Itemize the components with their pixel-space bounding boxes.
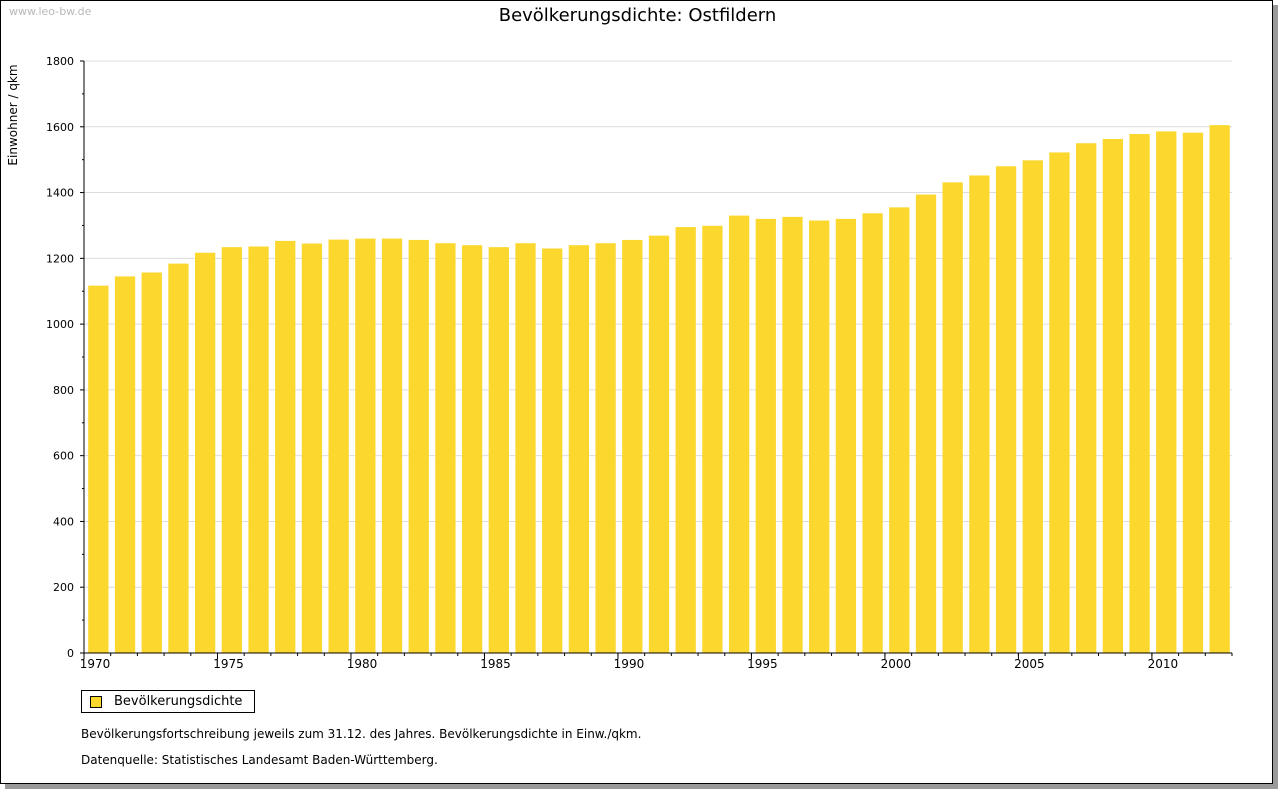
bar (408, 239, 429, 653)
footnote-source: Datenquelle: Statistisches Landesamt Bad… (81, 753, 438, 767)
bar (1209, 125, 1230, 654)
bar (1182, 132, 1204, 654)
bar (969, 175, 990, 653)
x-tick-label: 1970 (80, 657, 111, 671)
x-tick-label: 2000 (881, 657, 912, 671)
x-tick-label: 2010 (1148, 657, 1179, 671)
bar (301, 243, 323, 654)
bar (488, 247, 509, 653)
bar (114, 276, 136, 653)
bar (755, 218, 776, 653)
bar (221, 247, 242, 653)
y-tick-label: 600 (53, 450, 74, 463)
x-tick-label: 1990 (614, 657, 645, 671)
y-tick-label: 1600 (46, 121, 74, 134)
bar (542, 248, 563, 653)
y-tick-label: 1200 (46, 252, 74, 265)
bar (995, 166, 1017, 653)
bar (915, 194, 937, 654)
bar (1076, 143, 1097, 653)
bar (381, 238, 403, 653)
bar (1022, 160, 1043, 653)
legend-swatch (90, 695, 102, 708)
legend: Bevölkerungsdichte (81, 690, 256, 713)
x-tick-label: 1985 (480, 657, 511, 671)
x-tick-label: 1995 (747, 657, 778, 671)
y-axis-label: Einwohner / qkm (6, 64, 20, 165)
footnote-methodology: Bevölkerungsfortschreibung jeweils zum 3… (81, 727, 642, 741)
y-tick-label: 400 (53, 515, 74, 528)
y-tick-label: 1000 (46, 318, 74, 331)
bar (809, 220, 830, 653)
bar (275, 240, 296, 653)
bar (1049, 152, 1070, 654)
bar (461, 245, 483, 653)
bar-chart: 0 200 400 600 800 1000 1200 1400 1600 1800 1970 197… (6, 55, 1233, 671)
bar (942, 182, 963, 654)
bar (515, 243, 536, 653)
bar (1129, 134, 1150, 654)
x-tick-label: 1980 (347, 657, 378, 671)
legend-label: Bevölkerungsdichte (114, 694, 243, 709)
chart-title: Bevölkerungsdichte: Ostfildern (498, 5, 777, 26)
bar (728, 215, 750, 654)
bar (168, 263, 189, 653)
bar (862, 213, 883, 653)
y-tick-label: 1400 (46, 187, 74, 200)
bar (88, 285, 109, 653)
bar (568, 245, 590, 653)
bar (622, 239, 643, 653)
x-tick-label: 2005 (1014, 657, 1045, 671)
x-tick-label: 1975 (213, 657, 244, 671)
bar (194, 252, 216, 653)
bar (328, 239, 349, 653)
watermark: www.leo-bw.de (9, 5, 92, 18)
bar (248, 246, 269, 653)
bar (835, 218, 857, 653)
bar (1102, 138, 1124, 654)
bar (595, 243, 616, 653)
bar (889, 207, 910, 653)
y-tick-label: 800 (53, 384, 74, 397)
bar (648, 235, 670, 653)
bar (355, 238, 376, 653)
y-tick-label: 1800 (46, 55, 74, 68)
bar (782, 216, 803, 654)
y-tick-label: 200 (53, 581, 74, 594)
bar (141, 272, 162, 653)
y-tick-label: 0 (67, 647, 74, 660)
bar (675, 227, 696, 654)
bar (435, 243, 456, 653)
bar (702, 225, 723, 654)
bar (1156, 131, 1177, 654)
